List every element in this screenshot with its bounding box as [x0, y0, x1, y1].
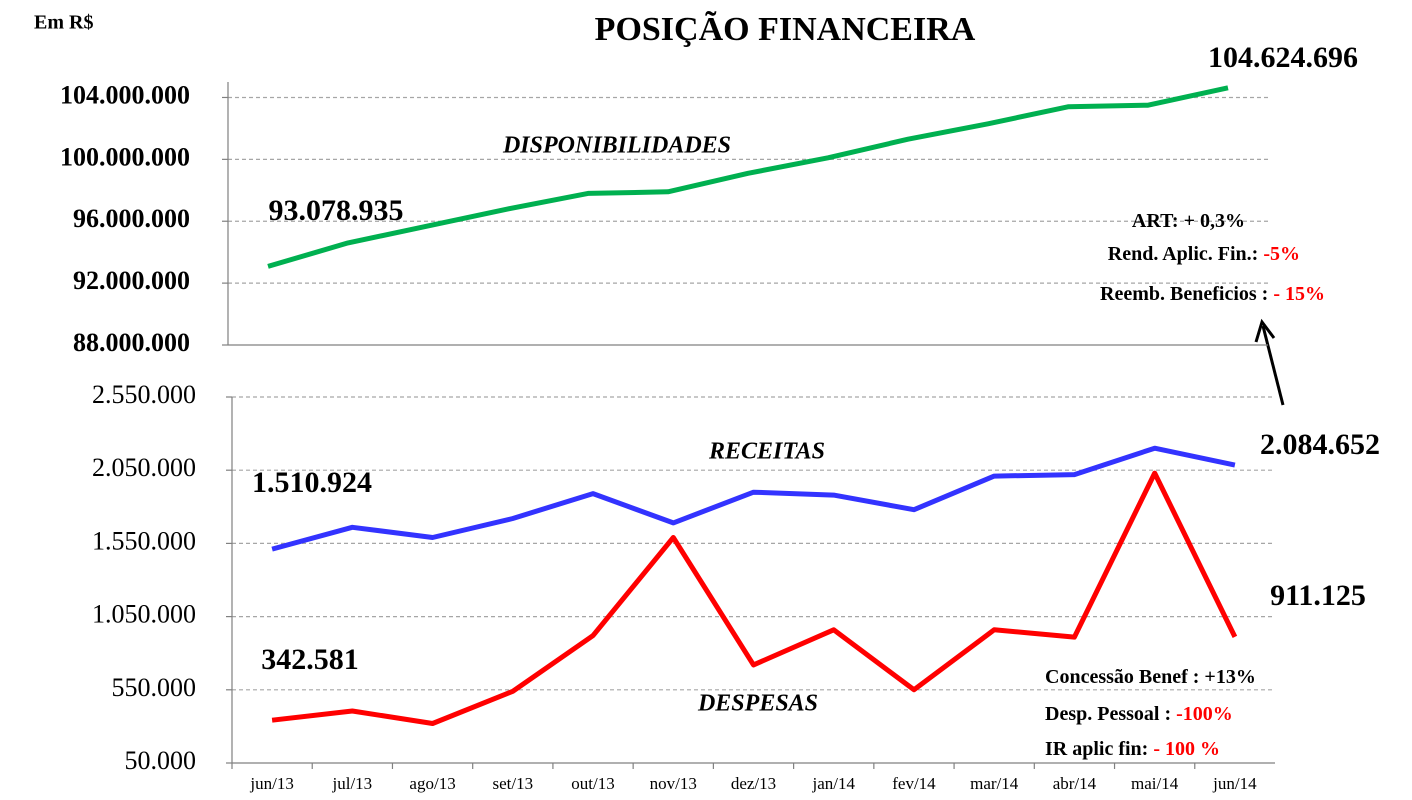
annotation: Desp. Pessoal : -100%	[1045, 703, 1233, 725]
y-tick-label: 2.550.000	[92, 380, 196, 409]
x-tick-label: mar/14	[970, 774, 1019, 793]
y-tick-label: 104.000.000	[60, 80, 190, 109]
series-label: RECEITAS	[708, 439, 825, 465]
y-tick-label: 1.550.000	[92, 526, 196, 555]
annotation: ART: + 0,3%	[1132, 210, 1245, 232]
x-tick-label: jan/14	[811, 774, 855, 793]
annotation: Reemb. Beneficios : - 15%	[1100, 283, 1325, 305]
annotation-label: Concessão Benef : +13%	[1045, 666, 1256, 688]
annotation: Rend. Aplic. Fin.: -5%	[1108, 243, 1300, 265]
data-label: 93.078.935	[269, 194, 404, 227]
annotation-value: -100%	[1176, 703, 1233, 725]
x-tick-label: jun/14	[1212, 774, 1257, 793]
annotation-value: - 15%	[1273, 283, 1325, 305]
x-tick-label: set/13	[493, 774, 534, 793]
x-tick-label: ago/13	[409, 774, 455, 793]
annotation-label: Reemb. Beneficios :	[1100, 283, 1273, 305]
y-tick-label: 550.000	[112, 673, 197, 702]
y-tick-label: 1.050.000	[92, 600, 196, 629]
annotation: IR aplic fin: - 100 %	[1045, 738, 1220, 760]
chart-title: POSIÇÃO FINANCEIRA	[595, 11, 976, 48]
unit-label: Em R$	[34, 12, 93, 34]
annotation-label: Rend. Aplic. Fin.:	[1108, 243, 1264, 265]
data-label: 104.624.696	[1208, 41, 1358, 74]
data-label: 342.581	[261, 643, 359, 676]
x-tick-label: mai/14	[1131, 774, 1179, 793]
x-tick-label: dez/13	[731, 774, 776, 793]
x-tick-label: nov/13	[650, 774, 697, 793]
y-tick-label: 50.000	[125, 746, 197, 775]
series-line	[271, 445, 1236, 552]
x-tick-label: fev/14	[892, 774, 936, 793]
y-tick-label: 100.000.000	[60, 142, 190, 171]
y-tick-label: 96.000.000	[73, 204, 190, 233]
x-tick-label: jul/13	[332, 774, 373, 793]
arrow	[1254, 318, 1285, 406]
series-line	[271, 470, 1238, 726]
y-tick-label: 88.000.000	[73, 328, 190, 357]
series-line	[267, 85, 1229, 269]
annotation-label: IR aplic fin:	[1045, 738, 1153, 760]
y-tick-label: 92.000.000	[73, 266, 190, 295]
series-label: DISPONIBILIDADES	[502, 133, 731, 159]
data-label: 1.510.924	[252, 466, 372, 499]
series-label: DESPESAS	[697, 691, 818, 717]
annotation-value: - 100 %	[1153, 738, 1220, 760]
x-tick-label: out/13	[571, 774, 614, 793]
annotation-label: Desp. Pessoal :	[1045, 703, 1176, 725]
x-tick-label: abr/14	[1053, 774, 1097, 793]
x-tick-label: jun/13	[249, 774, 293, 793]
annotation: Concessão Benef : +13%	[1045, 666, 1256, 688]
data-label: 911.125	[1270, 579, 1366, 612]
data-label: 2.084.652	[1260, 428, 1380, 461]
annotation-label: ART: + 0,3%	[1132, 210, 1245, 232]
y-tick-label: 2.050.000	[92, 453, 196, 482]
annotation-value: -5%	[1263, 243, 1300, 265]
